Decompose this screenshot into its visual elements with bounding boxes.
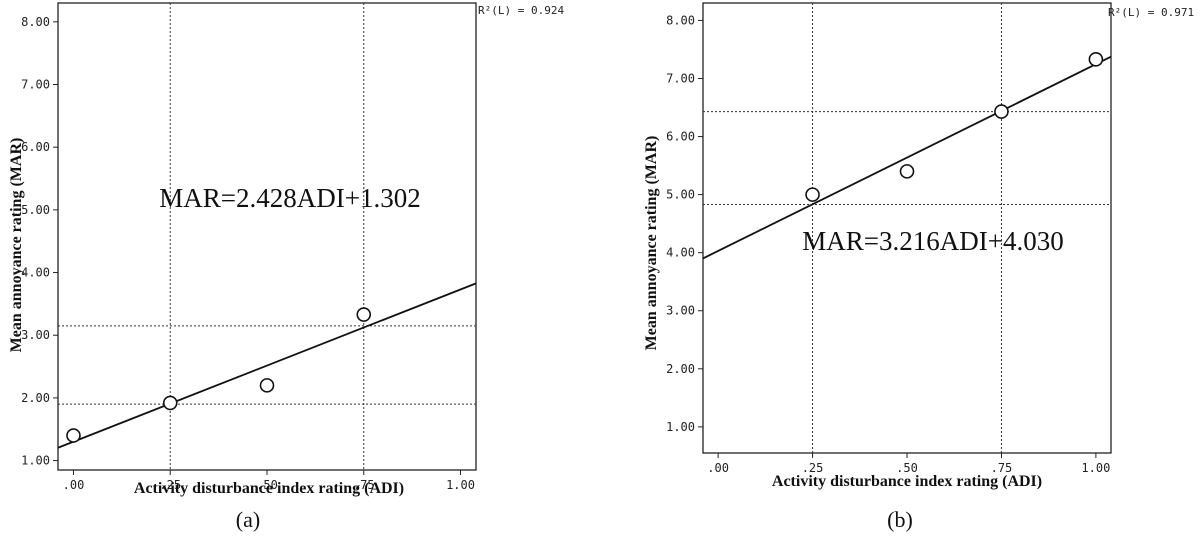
x-axis-label-a: Activity disturbance index rating (ADI) [134,480,404,497]
x-tick-label-a: .25 [159,478,181,492]
y-tick-label-a: 4.00 [21,266,50,280]
data-point-b-1 [899,164,915,179]
chart-a-svg: .00 .25 .50 .75 1.00 1.00 2.00 3.00 4.00 5.00 6.00… [8,2,564,532]
y-tick-label-a: 5.00 [21,203,50,217]
data-point-b-2 [994,104,1009,119]
x-tick-label-a: .75 [353,478,375,492]
r-squared-label-a: R²(L) = 0.924 [478,4,564,17]
chart-b-svg: .00 .25 .50 .75 1.00 1.00 2.00 3.00 4.00 5.00 6.00… [643,2,1194,532]
y-tick-label-b: 2.00 [666,362,695,376]
y-tick-label-b: 8.00 [666,13,695,27]
y-tick-label-b: 4.00 [666,246,695,260]
y-tick-label-a: 1.00 [21,454,50,468]
chart-panel-a: .00 .25 .50 .75 1.00 1.00 2.00 3.00 4.00 5.00 6.00… [8,2,564,532]
r-squared-label-b: R²(L) = 0.971 [1108,6,1194,19]
x-tick-label-a: .00 [63,478,85,492]
y-tick-label-b: 7.00 [666,71,695,85]
x-tick-label-a: .50 [256,478,278,492]
data-point-a-2 [259,378,275,393]
plot-frame-a [57,2,477,471]
y-axis-label-a: Mean annoyance rating (MAR) [8,138,25,353]
x-tick-label-b: .00 [707,461,729,475]
data-point-a-0 [66,428,81,443]
x-tick-label-b: .50 [896,461,918,475]
chart-panel-b: .00 .25 .50 .75 1.00 1.00 2.00 3.00 4.00 5.00 6.00… [600,0,1200,538]
panel-caption-a: (a) [236,507,260,532]
x-tick-label-b: .75 [991,461,1013,475]
y-tick-label-b: 1.00 [666,420,695,434]
data-point-b-0 [805,187,820,202]
x-axis-label-b: Activity disturbance index rating (ADI) [772,473,1042,490]
y-axis-label-b: Mean annoyance rating (MAR) [643,136,660,351]
fit-line-a [57,282,477,449]
y-tick-label-a: 7.00 [21,77,50,91]
data-point-b-3 [1088,52,1104,67]
y-tick-label-a: 6.00 [21,140,50,154]
fit-line-b [702,55,1112,260]
panel-caption-b: (b) [887,507,913,532]
y-tick-label-b: 5.00 [666,188,695,202]
y-tick-label-a: 2.00 [21,391,50,405]
x-tick-label-b: .25 [802,461,824,475]
x-tick-label-b: 1.00 [1081,461,1110,475]
y-tick-label-a: 3.00 [21,328,50,342]
x-tick-label-a: 1.00 [446,478,475,492]
fit-equation-b: MAR=3.216ADI+4.030 [802,226,1063,256]
y-tick-label-b: 6.00 [666,130,695,144]
fit-equation-a: MAR=2.428ADI+1.302 [159,183,420,213]
y-tick-label-b: 3.00 [666,304,695,318]
data-point-a-1 [162,395,178,411]
y-tick-label-a: 8.00 [21,15,50,29]
data-point-a-3 [356,307,372,322]
